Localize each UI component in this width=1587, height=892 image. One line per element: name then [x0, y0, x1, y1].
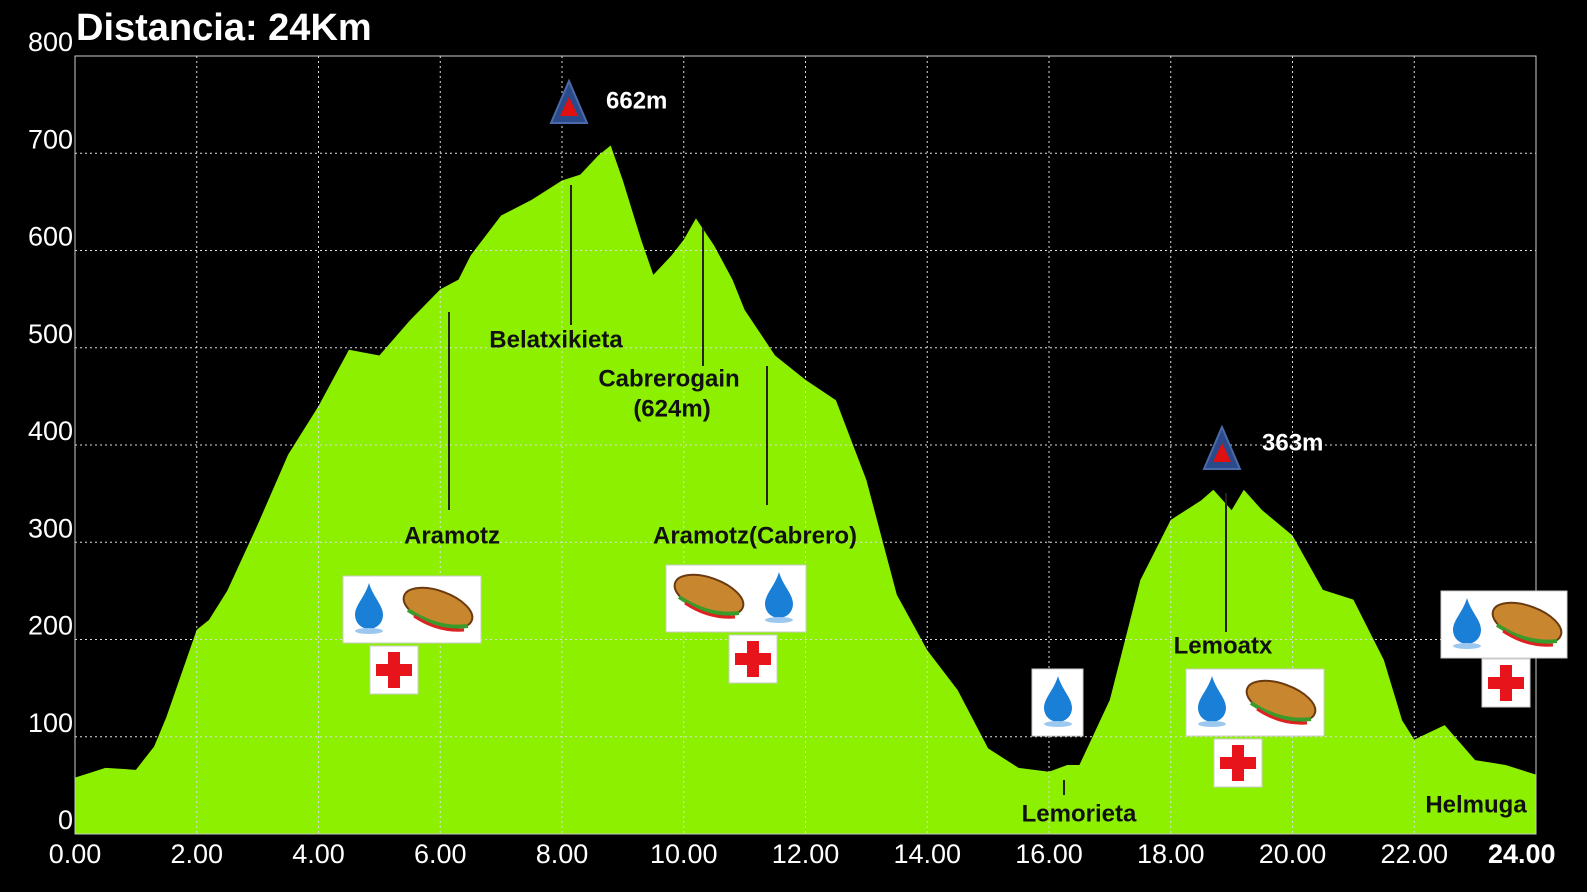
- food-icon-filling: [677, 595, 740, 616]
- x-tick-label: 4.00: [292, 839, 345, 869]
- food-icon-filling: [684, 601, 736, 619]
- water-icon: [1198, 676, 1226, 722]
- water-icon-shine: [1453, 643, 1481, 649]
- water-icon-shine: [1198, 721, 1226, 727]
- food-icon-filling: [406, 608, 469, 629]
- food-icon-filling: [1256, 707, 1308, 725]
- x-tick-label: 6.00: [414, 839, 467, 869]
- first-aid-icon: [1488, 665, 1524, 701]
- y-tick-label: 500: [28, 319, 73, 349]
- x-tick-label: 8.00: [536, 839, 589, 869]
- x-tick-label: 16.00: [1015, 839, 1083, 869]
- water-icon: [355, 583, 383, 629]
- x-tick-label: 2.00: [170, 839, 223, 869]
- food-icon-filling: [413, 614, 465, 632]
- water-icon-shine: [1044, 721, 1072, 727]
- first-aid-icon: [1220, 745, 1256, 781]
- y-tick-label: 300: [28, 513, 73, 543]
- y-tick-label: 200: [28, 611, 73, 641]
- annotation: Lemorieta: [1022, 800, 1137, 827]
- first-aid-icon: [376, 652, 412, 688]
- x-tick-label: 22.00: [1380, 839, 1448, 869]
- annotation: (624m): [633, 395, 710, 422]
- first-aid-icon: [735, 641, 771, 677]
- water-icon-shine: [355, 628, 383, 634]
- water-icon: [1044, 676, 1072, 722]
- water-icon: [1453, 598, 1481, 644]
- y-tick-label: 800: [28, 27, 73, 57]
- y-tick-label: 400: [28, 416, 73, 446]
- water-icon-shine: [765, 617, 793, 623]
- x-tick-label: 20.00: [1259, 839, 1327, 869]
- food-icon-filling: [1495, 623, 1558, 644]
- y-tick-label: 0: [58, 805, 73, 835]
- chart-title: Distancia: 24Km: [76, 7, 372, 49]
- food-icon-filling: [1249, 701, 1312, 722]
- annotation: Helmuga: [1425, 791, 1527, 818]
- annotation: 662m: [606, 87, 667, 114]
- x-tick-label: 10.00: [650, 839, 718, 869]
- y-tick-label: 700: [28, 124, 73, 154]
- plot-frame: [74, 55, 1537, 835]
- summit-marker-core: [1213, 443, 1231, 462]
- annotation: Cabrerogain: [598, 365, 739, 392]
- x-tick-label: 14.00: [893, 839, 961, 869]
- water-icon: [765, 572, 793, 618]
- annotation: Aramotz(Cabrero): [653, 522, 857, 549]
- food-icon-filling: [1502, 629, 1554, 647]
- y-tick-label: 100: [28, 708, 73, 738]
- summit-marker-core: [560, 97, 578, 116]
- annotation: Belatxikieta: [489, 326, 623, 353]
- x-tick-label: 12.00: [772, 839, 840, 869]
- x-tick-label: 0.00: [49, 839, 102, 869]
- annotation: Lemoatx: [1174, 632, 1273, 659]
- x-tick-label: 18.00: [1137, 839, 1205, 869]
- annotation: Aramotz: [404, 522, 500, 549]
- y-tick-label: 600: [28, 222, 73, 252]
- annotation: 363m: [1262, 429, 1323, 456]
- x-tick-label: 24.00: [1488, 839, 1556, 869]
